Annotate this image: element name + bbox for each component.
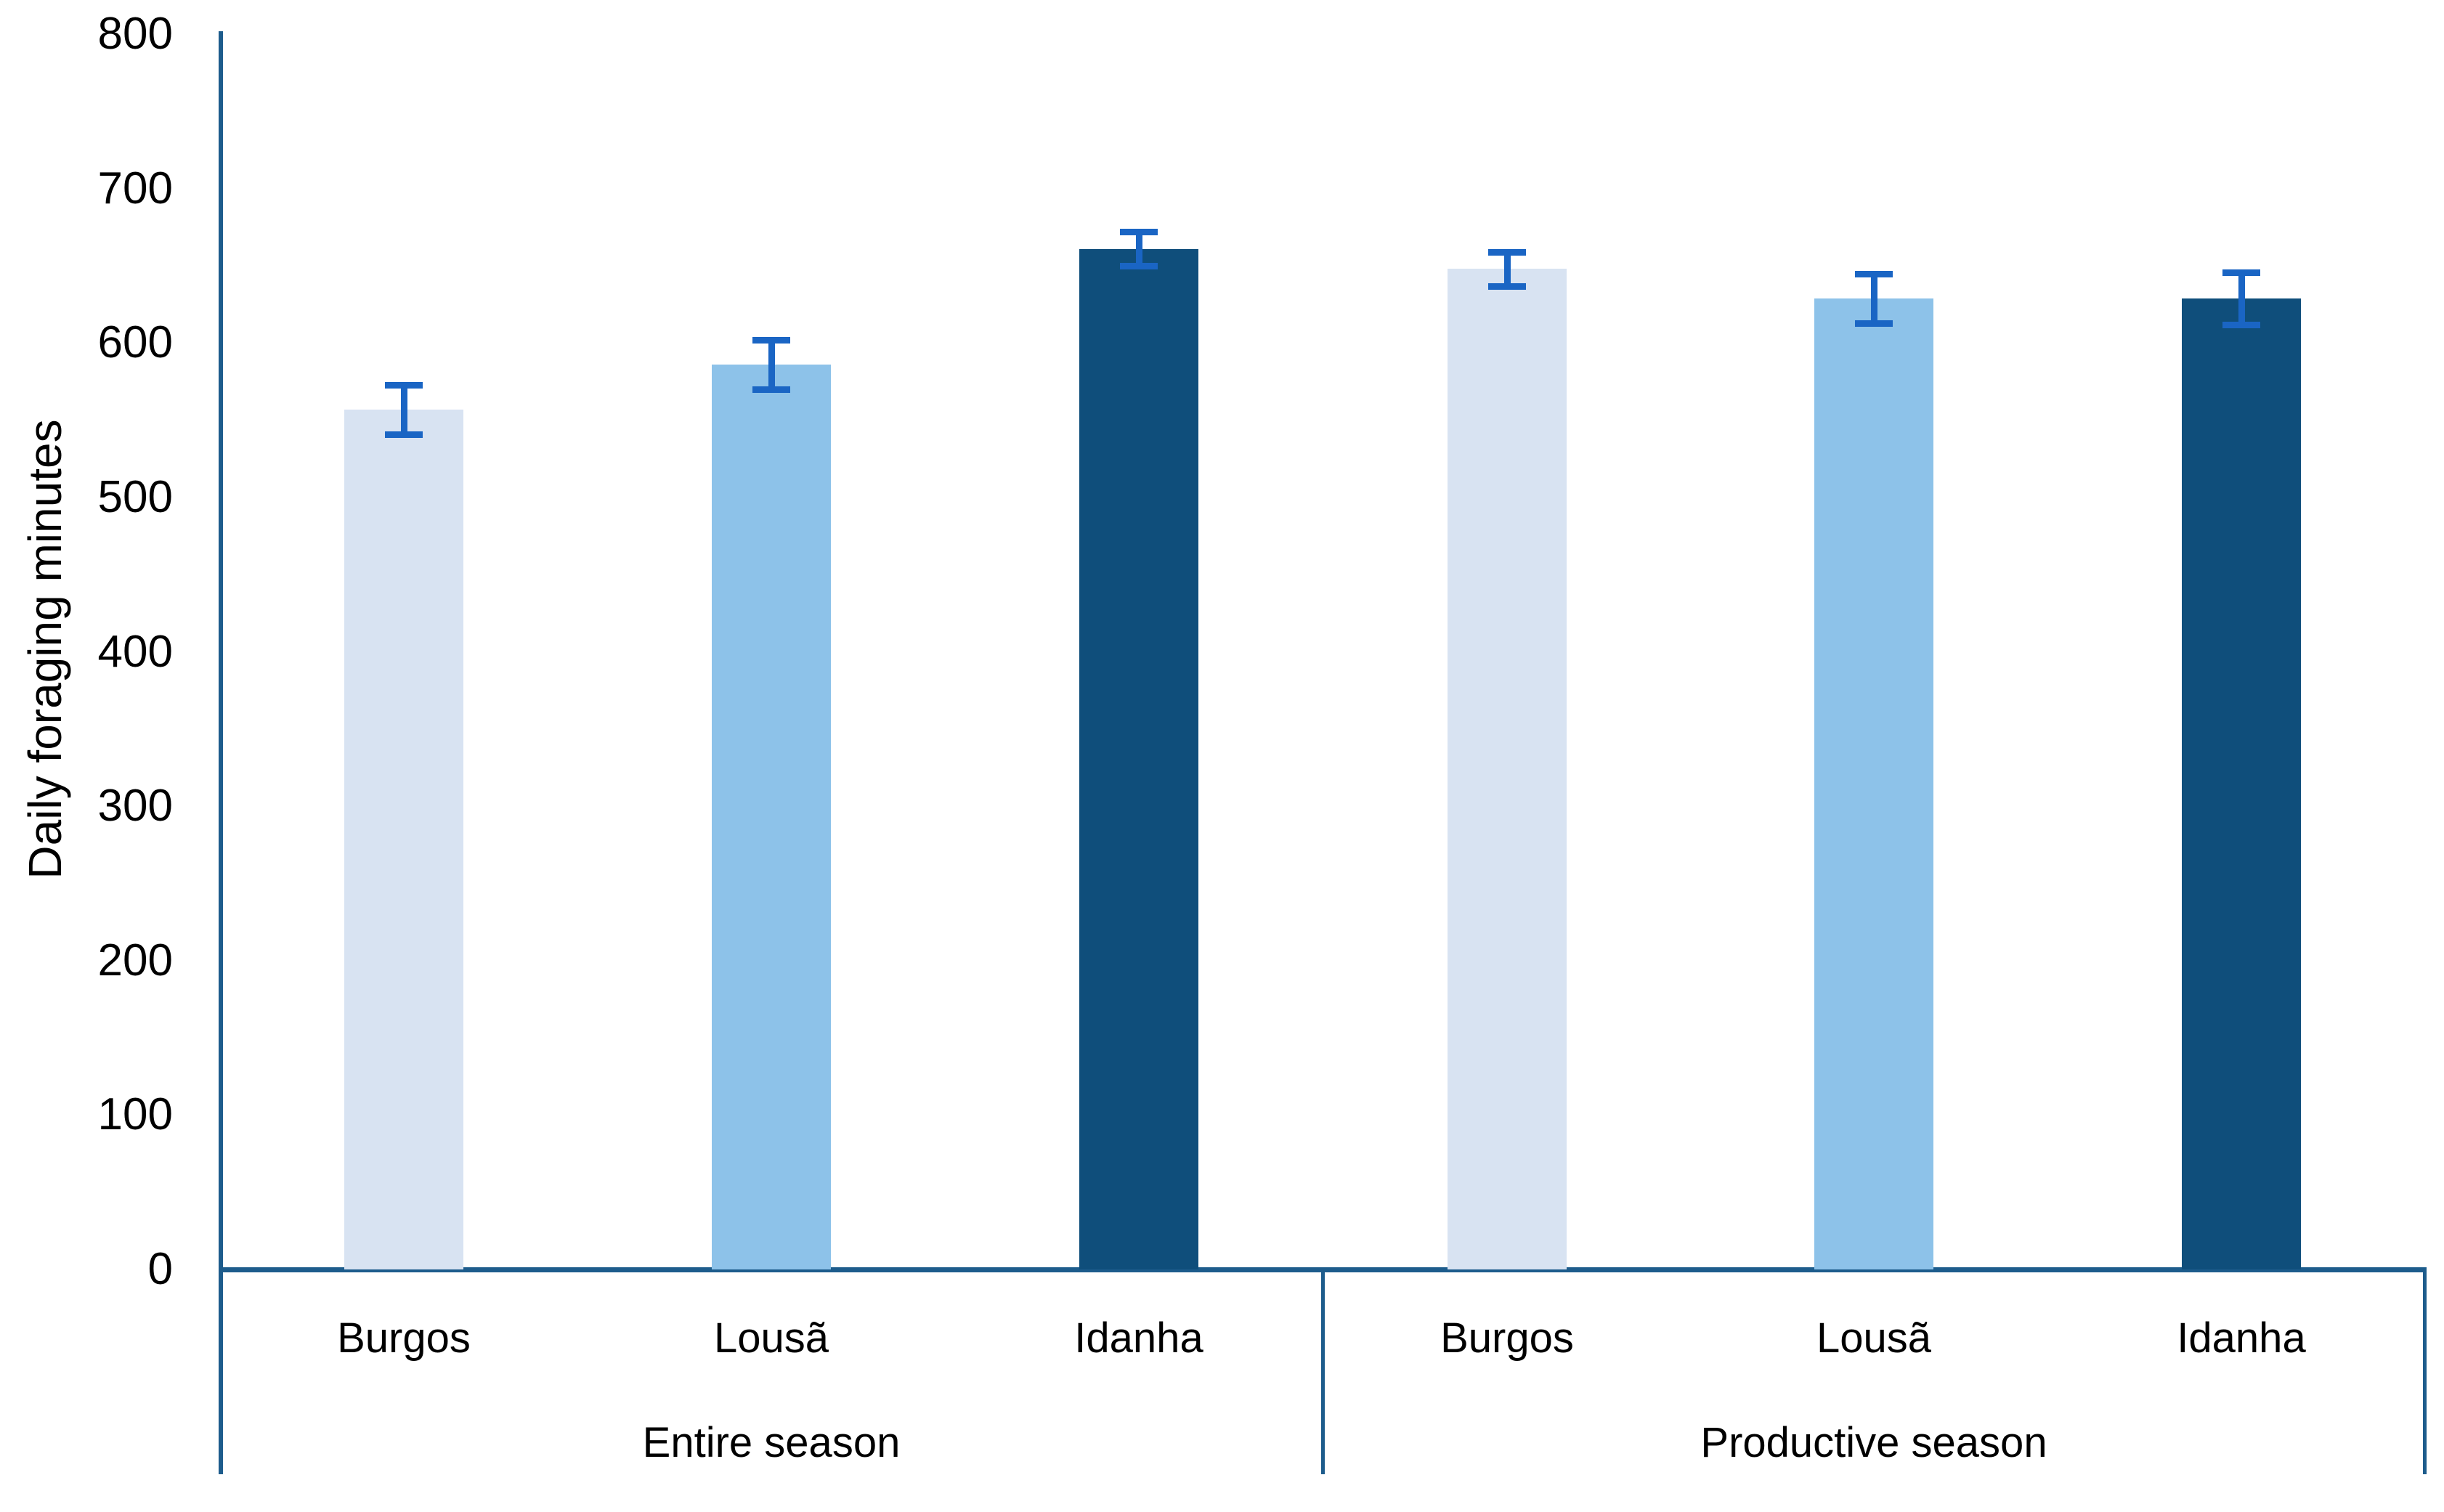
y-tick-label: 0	[147, 1244, 173, 1294]
y-tick-label: 500	[97, 472, 173, 522]
y-tick-label: 300	[97, 781, 173, 832]
y-tick-label: 200	[97, 935, 173, 985]
y-tick-label: 600	[97, 317, 173, 368]
bar-lousã-productive	[1814, 298, 1933, 1269]
bar-burgos-productive	[1448, 269, 1567, 1269]
right-edge-separator	[2423, 1269, 2427, 1474]
bar-idanha-productive	[2182, 298, 2301, 1269]
error-bar-top-cap	[1120, 229, 1158, 236]
category-label: Burgos	[337, 1314, 471, 1362]
category-label: Burgos	[1440, 1314, 1574, 1362]
error-bar-bottom-cap	[1855, 320, 1893, 327]
error-bar-bottom-cap	[385, 431, 423, 438]
y-tick-label: 100	[97, 1089, 173, 1140]
error-bar-line	[1504, 251, 1511, 286]
error-bar-line	[2238, 272, 2245, 325]
group-separator	[1321, 1269, 1325, 1474]
y-axis-line	[219, 31, 223, 1474]
error-bar-bottom-cap	[1120, 263, 1158, 270]
error-bar-line	[1136, 232, 1142, 267]
error-bar-top-cap	[1488, 248, 1526, 256]
category-label: Idanha	[2177, 1314, 2306, 1362]
error-bar-top-cap	[2222, 269, 2260, 276]
error-bar-top-cap	[385, 381, 423, 389]
y-tick-label: 800	[97, 9, 173, 60]
bar-idanha-entire	[1079, 249, 1198, 1269]
y-tick-label: 400	[97, 626, 173, 677]
error-bar-top-cap	[1855, 270, 1893, 277]
y-tick-label: 700	[97, 163, 173, 214]
bar-burgos-entire	[344, 410, 463, 1269]
error-bar-bottom-cap	[752, 386, 790, 394]
group-label-productive-season: Productive season	[1700, 1419, 2047, 1466]
category-label: Idanha	[1074, 1314, 1203, 1362]
error-bar-bottom-cap	[2222, 321, 2260, 328]
category-label: Lousã	[1816, 1314, 1932, 1362]
error-bar-line	[1871, 273, 1877, 323]
error-bar-bottom-cap	[1488, 283, 1526, 290]
error-bar-line	[401, 384, 407, 434]
error-bar-top-cap	[752, 337, 790, 344]
group-label-entire-season: Entire season	[642, 1419, 901, 1466]
error-bar-line	[768, 340, 775, 390]
bar-lousã-entire	[712, 365, 831, 1269]
category-label: Lousã	[713, 1314, 829, 1362]
